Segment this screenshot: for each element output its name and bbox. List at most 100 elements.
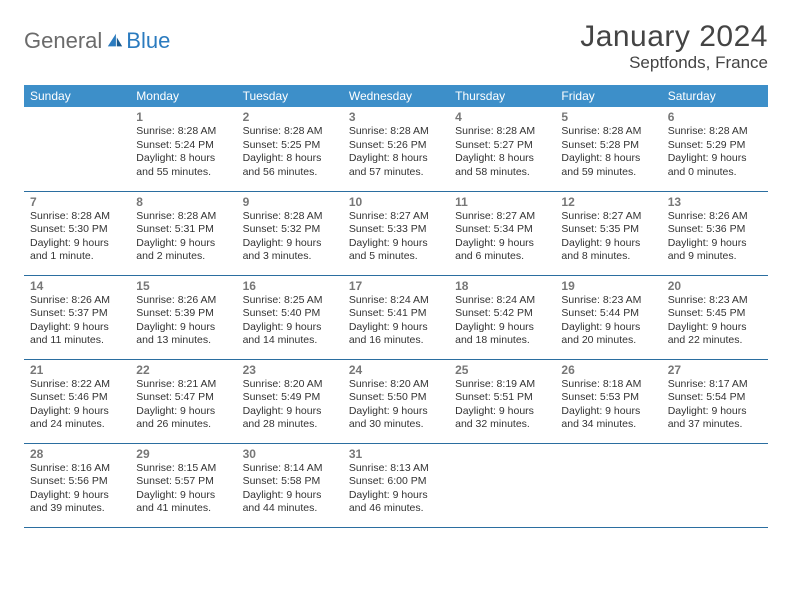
day-number: 12 bbox=[561, 195, 655, 209]
day-number: 8 bbox=[136, 195, 230, 209]
day-number: 9 bbox=[243, 195, 337, 209]
sunrise-text: Sunrise: 8:27 AM bbox=[561, 210, 655, 224]
calendar-cell: 27Sunrise: 8:17 AMSunset: 5:54 PMDayligh… bbox=[662, 359, 768, 443]
sunset-text: Sunset: 5:28 PM bbox=[561, 139, 655, 153]
calendar-cell: 21Sunrise: 8:22 AMSunset: 5:46 PMDayligh… bbox=[24, 359, 130, 443]
calendar-cell: 24Sunrise: 8:20 AMSunset: 5:50 PMDayligh… bbox=[343, 359, 449, 443]
sunset-text: Sunset: 5:26 PM bbox=[349, 139, 443, 153]
sunrise-text: Sunrise: 8:13 AM bbox=[349, 462, 443, 476]
header: General Blue January 2024 Septfonds, Fra… bbox=[24, 20, 768, 73]
logo-text-blue: Blue bbox=[126, 28, 170, 54]
dl2-text: and 59 minutes. bbox=[561, 166, 655, 180]
day-number: 2 bbox=[243, 110, 337, 124]
calendar-cell: 17Sunrise: 8:24 AMSunset: 5:41 PMDayligh… bbox=[343, 275, 449, 359]
dl2-text: and 39 minutes. bbox=[30, 502, 124, 516]
calendar-cell: 16Sunrise: 8:25 AMSunset: 5:40 PMDayligh… bbox=[237, 275, 343, 359]
dl2-text: and 57 minutes. bbox=[349, 166, 443, 180]
sunset-text: Sunset: 5:37 PM bbox=[30, 307, 124, 321]
dl1-text: Daylight: 9 hours bbox=[455, 405, 549, 419]
day-number: 31 bbox=[349, 447, 443, 461]
sunset-text: Sunset: 5:35 PM bbox=[561, 223, 655, 237]
sunrise-text: Sunrise: 8:23 AM bbox=[668, 294, 762, 308]
calendar-cell: 5Sunrise: 8:28 AMSunset: 5:28 PMDaylight… bbox=[555, 107, 661, 191]
dl2-text: and 13 minutes. bbox=[136, 334, 230, 348]
sunset-text: Sunset: 5:32 PM bbox=[243, 223, 337, 237]
dl2-text: and 56 minutes. bbox=[243, 166, 337, 180]
sunset-text: Sunset: 5:57 PM bbox=[136, 475, 230, 489]
dl2-text: and 14 minutes. bbox=[243, 334, 337, 348]
sunrise-text: Sunrise: 8:28 AM bbox=[30, 210, 124, 224]
dl1-text: Daylight: 9 hours bbox=[668, 405, 762, 419]
calendar-cell: 20Sunrise: 8:23 AMSunset: 5:45 PMDayligh… bbox=[662, 275, 768, 359]
dl2-text: and 24 minutes. bbox=[30, 418, 124, 432]
sunrise-text: Sunrise: 8:21 AM bbox=[136, 378, 230, 392]
sunset-text: Sunset: 5:30 PM bbox=[30, 223, 124, 237]
dl2-text: and 46 minutes. bbox=[349, 502, 443, 516]
dl2-text: and 1 minute. bbox=[30, 250, 124, 264]
day-number: 7 bbox=[30, 195, 124, 209]
day-header: Sunday bbox=[24, 85, 130, 107]
day-number: 28 bbox=[30, 447, 124, 461]
title-block: January 2024 Septfonds, France bbox=[580, 20, 768, 73]
sunrise-text: Sunrise: 8:14 AM bbox=[243, 462, 337, 476]
sunrise-text: Sunrise: 8:26 AM bbox=[136, 294, 230, 308]
sunrise-text: Sunrise: 8:20 AM bbox=[243, 378, 337, 392]
calendar-cell: 30Sunrise: 8:14 AMSunset: 5:58 PMDayligh… bbox=[237, 443, 343, 527]
day-header: Thursday bbox=[449, 85, 555, 107]
dl1-text: Daylight: 9 hours bbox=[30, 489, 124, 503]
sunset-text: Sunset: 5:58 PM bbox=[243, 475, 337, 489]
calendar-body: 1Sunrise: 8:28 AMSunset: 5:24 PMDaylight… bbox=[24, 107, 768, 527]
calendar-cell bbox=[449, 443, 555, 527]
calendar-week-row: 14Sunrise: 8:26 AMSunset: 5:37 PMDayligh… bbox=[24, 275, 768, 359]
logo: General Blue bbox=[24, 20, 170, 54]
sunset-text: Sunset: 5:45 PM bbox=[668, 307, 762, 321]
calendar-week-row: 21Sunrise: 8:22 AMSunset: 5:46 PMDayligh… bbox=[24, 359, 768, 443]
calendar-cell: 3Sunrise: 8:28 AMSunset: 5:26 PMDaylight… bbox=[343, 107, 449, 191]
dl1-text: Daylight: 9 hours bbox=[455, 237, 549, 251]
day-number: 13 bbox=[668, 195, 762, 209]
dl1-text: Daylight: 8 hours bbox=[455, 152, 549, 166]
dl1-text: Daylight: 9 hours bbox=[136, 489, 230, 503]
day-header: Saturday bbox=[662, 85, 768, 107]
sunrise-text: Sunrise: 8:17 AM bbox=[668, 378, 762, 392]
dl2-text: and 58 minutes. bbox=[455, 166, 549, 180]
dl2-text: and 22 minutes. bbox=[668, 334, 762, 348]
sunset-text: Sunset: 5:49 PM bbox=[243, 391, 337, 405]
dl1-text: Daylight: 8 hours bbox=[136, 152, 230, 166]
location-text: Septfonds, France bbox=[580, 53, 768, 73]
logo-sail-icon bbox=[106, 32, 124, 50]
day-number: 26 bbox=[561, 363, 655, 377]
calendar-cell: 19Sunrise: 8:23 AMSunset: 5:44 PMDayligh… bbox=[555, 275, 661, 359]
calendar-cell: 15Sunrise: 8:26 AMSunset: 5:39 PMDayligh… bbox=[130, 275, 236, 359]
dl1-text: Daylight: 8 hours bbox=[349, 152, 443, 166]
sunset-text: Sunset: 5:41 PM bbox=[349, 307, 443, 321]
dl2-text: and 28 minutes. bbox=[243, 418, 337, 432]
sunset-text: Sunset: 5:53 PM bbox=[561, 391, 655, 405]
dl2-text: and 26 minutes. bbox=[136, 418, 230, 432]
sunrise-text: Sunrise: 8:28 AM bbox=[243, 125, 337, 139]
sunrise-text: Sunrise: 8:24 AM bbox=[349, 294, 443, 308]
dl1-text: Daylight: 9 hours bbox=[561, 237, 655, 251]
sunrise-text: Sunrise: 8:28 AM bbox=[668, 125, 762, 139]
sunset-text: Sunset: 5:24 PM bbox=[136, 139, 230, 153]
calendar-cell: 29Sunrise: 8:15 AMSunset: 5:57 PMDayligh… bbox=[130, 443, 236, 527]
dl1-text: Daylight: 9 hours bbox=[455, 321, 549, 335]
dl1-text: Daylight: 9 hours bbox=[668, 152, 762, 166]
day-number: 18 bbox=[455, 279, 549, 293]
dl2-text: and 3 minutes. bbox=[243, 250, 337, 264]
day-number: 10 bbox=[349, 195, 443, 209]
day-number: 29 bbox=[136, 447, 230, 461]
sunset-text: Sunset: 5:29 PM bbox=[668, 139, 762, 153]
dl2-text: and 44 minutes. bbox=[243, 502, 337, 516]
day-number: 20 bbox=[668, 279, 762, 293]
day-number: 11 bbox=[455, 195, 549, 209]
day-number: 19 bbox=[561, 279, 655, 293]
sunrise-text: Sunrise: 8:28 AM bbox=[243, 210, 337, 224]
sunset-text: Sunset: 5:31 PM bbox=[136, 223, 230, 237]
day-number: 27 bbox=[668, 363, 762, 377]
dl1-text: Daylight: 8 hours bbox=[561, 152, 655, 166]
sunrise-text: Sunrise: 8:24 AM bbox=[455, 294, 549, 308]
sunset-text: Sunset: 5:33 PM bbox=[349, 223, 443, 237]
dl2-text: and 34 minutes. bbox=[561, 418, 655, 432]
sunrise-text: Sunrise: 8:18 AM bbox=[561, 378, 655, 392]
